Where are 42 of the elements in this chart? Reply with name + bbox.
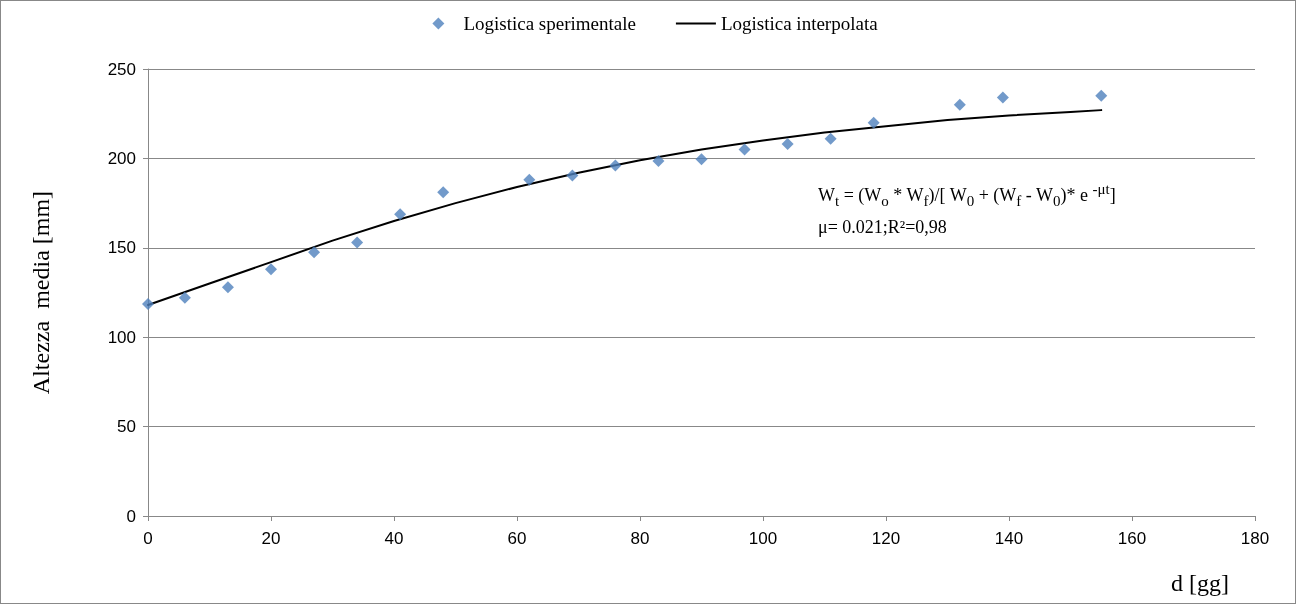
y-axis-title: Altezza media [mm] (28, 190, 54, 395)
point (824, 132, 837, 145)
point (738, 143, 751, 156)
point (523, 173, 536, 186)
point (142, 297, 154, 310)
point (437, 186, 450, 199)
point (781, 138, 794, 151)
point (265, 263, 277, 276)
point (351, 236, 364, 249)
y-tick-label: 50 (117, 417, 136, 437)
point (609, 159, 622, 172)
y-tick-label: 250 (107, 59, 136, 79)
point (308, 246, 321, 259)
x-tick-label: 0 (143, 529, 153, 548)
point (178, 291, 191, 304)
x-tick-label: 120 (871, 529, 901, 548)
point (652, 155, 665, 168)
y-tick-label: 0 (126, 506, 136, 526)
x-axis-title: d [gg] (1171, 570, 1229, 596)
point (996, 91, 1009, 104)
x-tick-label: 40 (384, 529, 404, 548)
point (695, 153, 708, 166)
legend-label: Logistica sperimentale (463, 13, 636, 34)
x-tick-label: 20 (261, 529, 281, 548)
point (394, 208, 407, 221)
annotation: μ= 0.021;R²=0,98 (818, 215, 948, 239)
x-tick-label: 140 (994, 529, 1024, 548)
legend-label: Logistica interpolata (720, 13, 879, 34)
x-tick-label: 100 (748, 529, 778, 548)
point (566, 169, 579, 182)
x-tick-label: 180 (1240, 529, 1270, 548)
x-tick-label: 60 (507, 529, 527, 548)
point (953, 98, 966, 111)
x-tick-label: 80 (630, 529, 650, 548)
text: W$_{t}$ = (W$_{o}$ * W$_{f}$)/[ W$_{0}$ + (W$_{f}$ - W$_{0}$)* e $^{-μt}$] (818, 181, 1116, 209)
y-tick-label: 200 (107, 148, 136, 168)
point (221, 281, 234, 294)
point (867, 116, 880, 129)
y-tick-label: 100 (107, 327, 136, 347)
x-tick-label: 160 (1117, 529, 1147, 548)
y-tick-label: 150 (107, 238, 136, 258)
point (1095, 89, 1108, 102)
